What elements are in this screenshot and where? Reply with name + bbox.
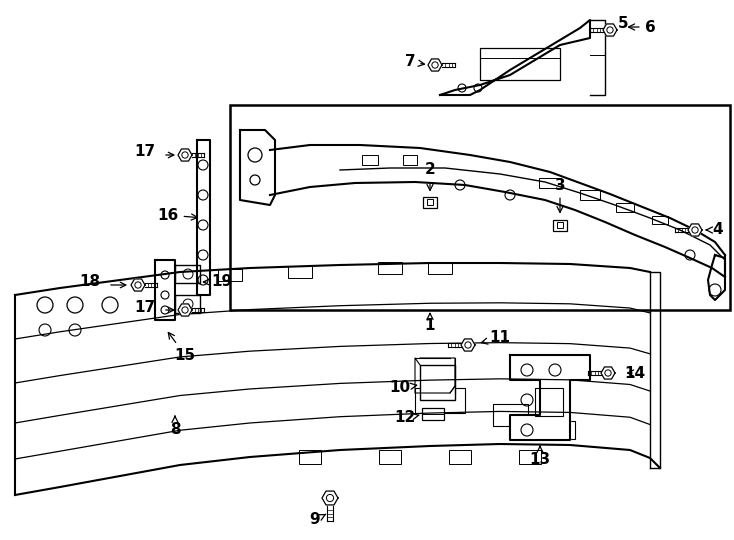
- Text: 8: 8: [170, 416, 181, 437]
- Bar: [426, 199, 433, 205]
- Polygon shape: [461, 339, 475, 351]
- Bar: [616, 203, 634, 212]
- Text: 19: 19: [203, 274, 233, 289]
- Bar: [428, 262, 452, 274]
- Bar: [230, 105, 730, 310]
- Polygon shape: [322, 491, 338, 505]
- Bar: [362, 155, 378, 165]
- Text: 2: 2: [425, 163, 435, 191]
- Text: 7: 7: [404, 55, 424, 70]
- Polygon shape: [240, 130, 275, 205]
- Text: 12: 12: [394, 410, 419, 426]
- Bar: [422, 408, 444, 420]
- Bar: [545, 421, 575, 439]
- Bar: [288, 266, 312, 278]
- Polygon shape: [688, 224, 702, 236]
- Bar: [379, 450, 401, 464]
- Bar: [480, 48, 560, 80]
- Text: 10: 10: [390, 381, 417, 395]
- Bar: [218, 269, 242, 281]
- Bar: [539, 178, 561, 188]
- Bar: [493, 404, 528, 426]
- Bar: [403, 155, 417, 165]
- Polygon shape: [510, 355, 590, 440]
- Text: 17: 17: [134, 300, 155, 315]
- Text: 5: 5: [618, 16, 628, 30]
- Text: 18: 18: [79, 274, 100, 289]
- Bar: [424, 197, 437, 207]
- Polygon shape: [428, 59, 442, 71]
- Bar: [580, 190, 600, 200]
- Text: 1: 1: [425, 313, 435, 333]
- Text: 15: 15: [168, 333, 195, 362]
- Polygon shape: [131, 279, 145, 291]
- Text: 16: 16: [157, 207, 197, 222]
- Bar: [378, 262, 402, 274]
- Bar: [299, 450, 321, 464]
- Bar: [519, 450, 541, 464]
- Bar: [420, 365, 455, 400]
- Text: 17: 17: [134, 145, 155, 159]
- Text: 4: 4: [706, 222, 723, 238]
- Text: 3: 3: [555, 178, 565, 212]
- Polygon shape: [178, 304, 192, 316]
- Text: 11: 11: [482, 330, 511, 346]
- Text: 14: 14: [625, 366, 646, 381]
- Bar: [449, 450, 471, 464]
- Bar: [415, 388, 465, 413]
- Polygon shape: [603, 24, 617, 36]
- Text: 13: 13: [529, 446, 550, 468]
- Bar: [652, 216, 668, 224]
- Polygon shape: [601, 367, 615, 379]
- Text: 9: 9: [310, 512, 326, 528]
- Text: 6: 6: [628, 19, 655, 35]
- Bar: [535, 388, 563, 416]
- Bar: [556, 222, 563, 228]
- Bar: [553, 219, 567, 231]
- Polygon shape: [178, 149, 192, 161]
